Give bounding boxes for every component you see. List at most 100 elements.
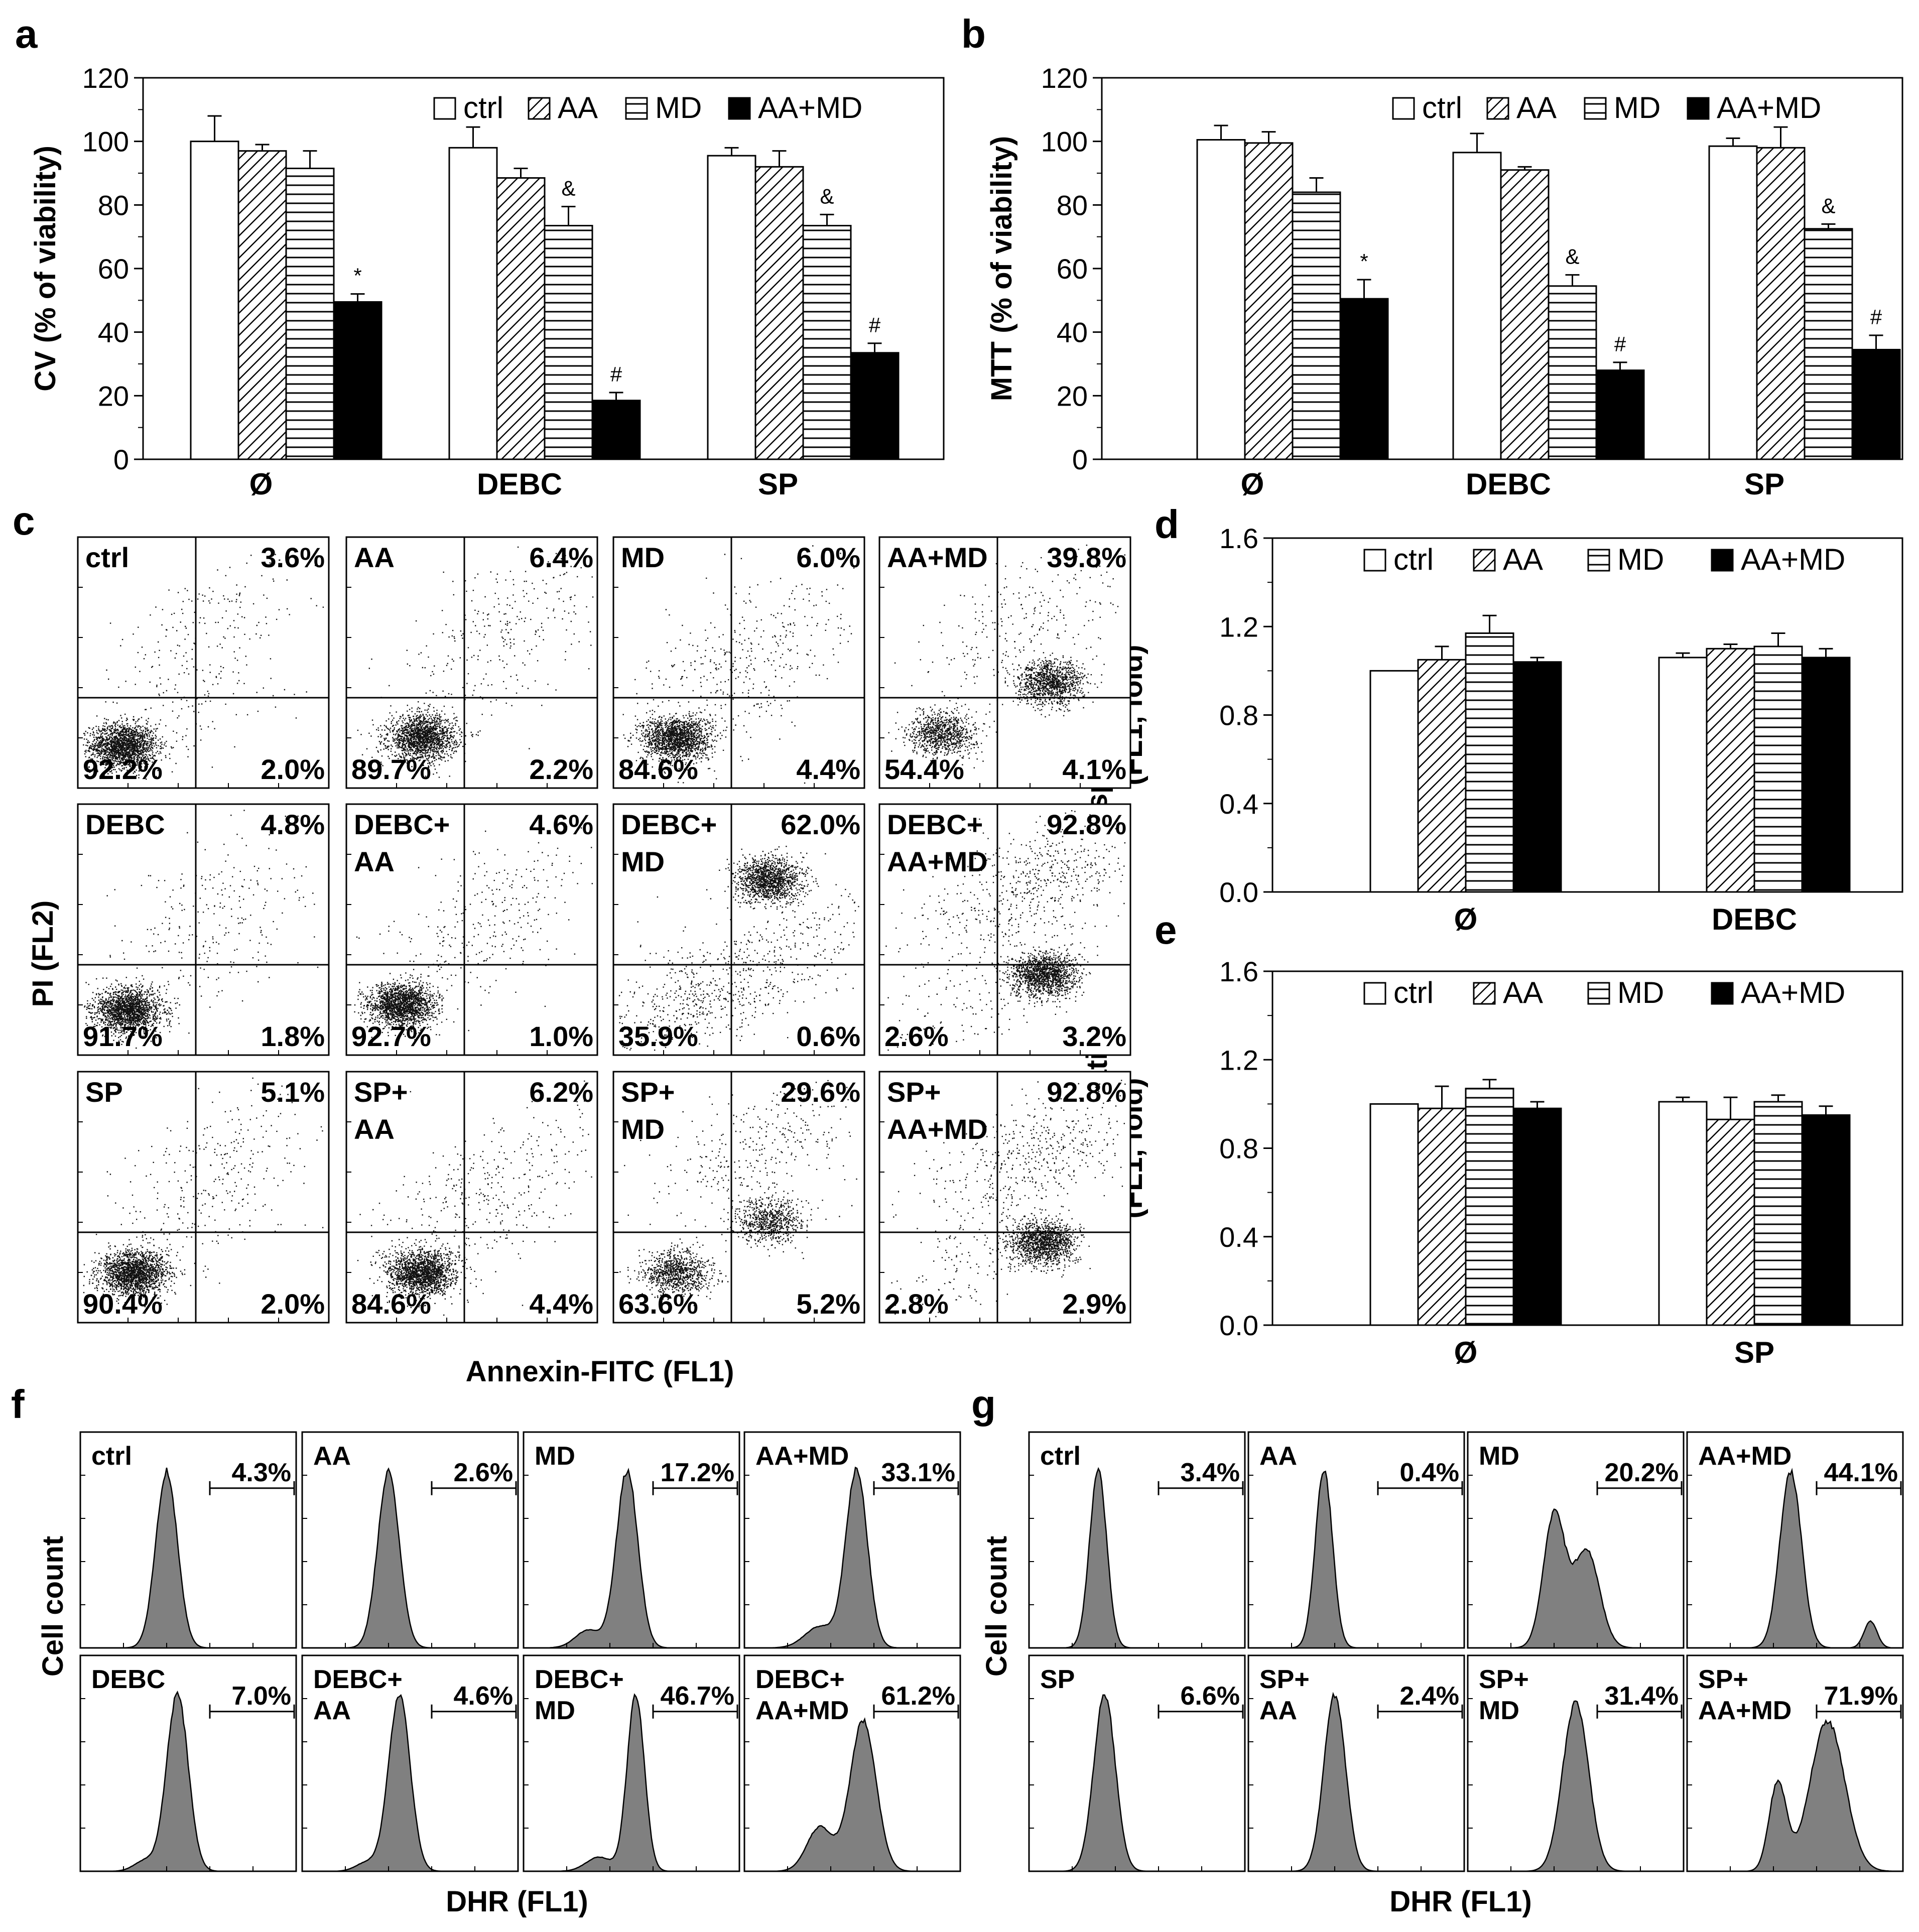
quadrant-lower-left-pct: 92.2% bbox=[83, 753, 163, 785]
histogram-panel: 61.2% DEBC+AA+MD bbox=[743, 1654, 961, 1872]
quadrant-lower-right-pct: 4.4% bbox=[529, 1288, 593, 1320]
bar-aa-md bbox=[1801, 657, 1851, 893]
bar-ctrl bbox=[1658, 657, 1708, 893]
histogram-curve bbox=[1468, 1508, 1684, 1649]
y-tick-label: 80 bbox=[1057, 189, 1088, 221]
dotplot-panel: DEBC 4.8% 91.7% 1.8% bbox=[77, 803, 330, 1056]
bar-aa bbox=[1706, 1118, 1755, 1326]
legend-swatch bbox=[1392, 97, 1415, 120]
sample-label: SP+ bbox=[1259, 1665, 1310, 1694]
histogram-curve bbox=[1468, 1700, 1684, 1872]
histogram-curve bbox=[1248, 1470, 1464, 1649]
legend-swatch bbox=[1473, 549, 1496, 572]
event-dots bbox=[83, 1077, 324, 1308]
legend-label: ctrl bbox=[463, 91, 503, 124]
quadrant-lower-left-pct: 35.9% bbox=[618, 1020, 698, 1052]
bar-aa bbox=[1706, 648, 1755, 893]
histogram-frame bbox=[301, 1431, 519, 1649]
sample-label: SP+ bbox=[887, 1076, 941, 1108]
x-axis-label: DHR (FL1) bbox=[1389, 1885, 1532, 1918]
histogram-frame bbox=[1028, 1431, 1246, 1649]
y-axis-label: MTT (% of viability) bbox=[985, 136, 1018, 401]
panel-label: f bbox=[11, 1382, 25, 1427]
y-tick-label: 0.0 bbox=[1219, 1310, 1258, 1341]
panel-label: d bbox=[1155, 502, 1179, 547]
sample-label: DEBC+ bbox=[887, 809, 983, 840]
dotplot-panel: SP+ MD 29.6% 63.6% 5.2% bbox=[612, 1071, 865, 1324]
legend-label: AA+MD bbox=[1717, 91, 1821, 124]
category-label: SP bbox=[1734, 1336, 1774, 1369]
legend-swatch bbox=[728, 97, 751, 120]
histogram-curve bbox=[302, 1694, 518, 1872]
x-axis-label: DHR (FL1) bbox=[446, 1885, 588, 1918]
legend-label: MD bbox=[1614, 91, 1660, 124]
quadrant-lower-left-pct: 91.7% bbox=[83, 1020, 163, 1052]
y-tick-label: 80 bbox=[98, 189, 129, 221]
quadrant-lower-right-pct: 1.8% bbox=[261, 1020, 325, 1052]
dotplot-frame bbox=[345, 1071, 598, 1324]
panel-label: c bbox=[13, 498, 35, 543]
legend-swatch bbox=[625, 97, 648, 120]
bar-ctrl bbox=[1658, 1101, 1708, 1326]
bar-md bbox=[1753, 646, 1803, 893]
event-dots bbox=[888, 545, 1125, 770]
legend-label: AA bbox=[1516, 91, 1557, 124]
significance-mark: * bbox=[1360, 249, 1368, 273]
histogram-panel: 17.2% MD bbox=[523, 1431, 740, 1649]
y-tick-label: 100 bbox=[1041, 126, 1088, 158]
legend-label: MD bbox=[1617, 543, 1664, 576]
histogram-curve bbox=[1029, 1694, 1245, 1872]
sample-label: SP+ bbox=[1479, 1665, 1529, 1694]
histogram-panel: 7.0% DEBC bbox=[79, 1654, 297, 1872]
dotplot-panel: SP+ AA 6.2% 84.6% 4.4% bbox=[345, 1071, 598, 1324]
quadrant-lower-left-pct: 54.4% bbox=[884, 753, 964, 785]
histogram-grid-g: g 3.4% ctrl 0.4% AA 20.2% MD 44.1% AA+MD 6.6% SP 2.… bbox=[971, 1382, 1904, 1918]
histogram-curve bbox=[744, 1717, 960, 1872]
bar-chart-a: a 0 20 40 60 80 100 120 CV (% of viability) Ø DEBC… bbox=[15, 12, 945, 501]
dotplot-panel: MD 6.0% 84.6% 4.4% bbox=[612, 536, 865, 789]
panel-label: e bbox=[1155, 908, 1177, 952]
quadrant-lower-left-pct: 63.6% bbox=[618, 1288, 698, 1320]
dotplot-panel: ctrl 3.6% 92.2% 2.0% bbox=[77, 536, 330, 789]
quadrant-upper-right-pct: 4.8% bbox=[261, 809, 325, 840]
bar-md bbox=[1753, 1101, 1803, 1326]
quadrant-lower-left-pct: 2.6% bbox=[884, 1020, 949, 1052]
category-label: DEBC bbox=[1712, 903, 1797, 936]
histogram-panel: 3.4% ctrl bbox=[1028, 1431, 1246, 1649]
sample-label: DEBC+ bbox=[535, 1665, 624, 1694]
y-tick-label: 0 bbox=[1072, 444, 1088, 475]
quadrant-lower-right-pct: 4.1% bbox=[1062, 753, 1126, 785]
legend: ctrl AA MD AA+MD bbox=[1392, 91, 1821, 124]
significance-mark: # bbox=[1870, 305, 1882, 329]
bar-aa bbox=[1500, 169, 1550, 460]
legend-label: AA+MD bbox=[1741, 976, 1845, 1009]
x-axis-label: Annexin-FITC (FL1) bbox=[466, 1355, 734, 1388]
dotplot-frame bbox=[612, 803, 865, 1056]
histogram-panel: 0.4% AA bbox=[1247, 1431, 1465, 1649]
histogram-curve bbox=[744, 1466, 960, 1649]
gate-percentage: 44.1% bbox=[1824, 1458, 1898, 1487]
y-tick-label: 60 bbox=[1057, 253, 1088, 285]
gate-percentage: 46.7% bbox=[661, 1682, 734, 1711]
legend-label: AA+MD bbox=[758, 91, 862, 124]
quadrant-lower-right-pct: 2.0% bbox=[261, 1288, 325, 1320]
sample-label: AA bbox=[313, 1696, 351, 1725]
bar-aa bbox=[1417, 1107, 1467, 1326]
event-dots bbox=[84, 810, 319, 1049]
gate-percentage: 17.2% bbox=[661, 1458, 734, 1487]
quadrant-lower-right-pct: 3.2% bbox=[1062, 1020, 1126, 1052]
histogram-frame bbox=[1247, 1431, 1465, 1649]
y-tick-label: 0.8 bbox=[1219, 1133, 1258, 1165]
histogram-panel: 2.6% AA bbox=[301, 1431, 519, 1649]
bar-ctrl bbox=[707, 155, 756, 460]
sample-label: SP+ bbox=[621, 1076, 675, 1108]
legend-swatch bbox=[1363, 549, 1386, 572]
gate-percentage: 3.4% bbox=[1180, 1458, 1240, 1487]
histogram-curve bbox=[524, 1693, 739, 1872]
dotplot-panel: SP+ AA+MD 92.8% 2.8% 2.9% bbox=[878, 1071, 1131, 1324]
category-label: SP bbox=[758, 467, 798, 501]
category-label: Ø bbox=[1454, 903, 1478, 936]
significance-mark: & bbox=[1821, 194, 1835, 217]
histogram-panel: 6.6% SP bbox=[1028, 1654, 1246, 1872]
dotplot-panel: AA+MD 39.8% 54.4% 4.1% bbox=[878, 536, 1131, 789]
